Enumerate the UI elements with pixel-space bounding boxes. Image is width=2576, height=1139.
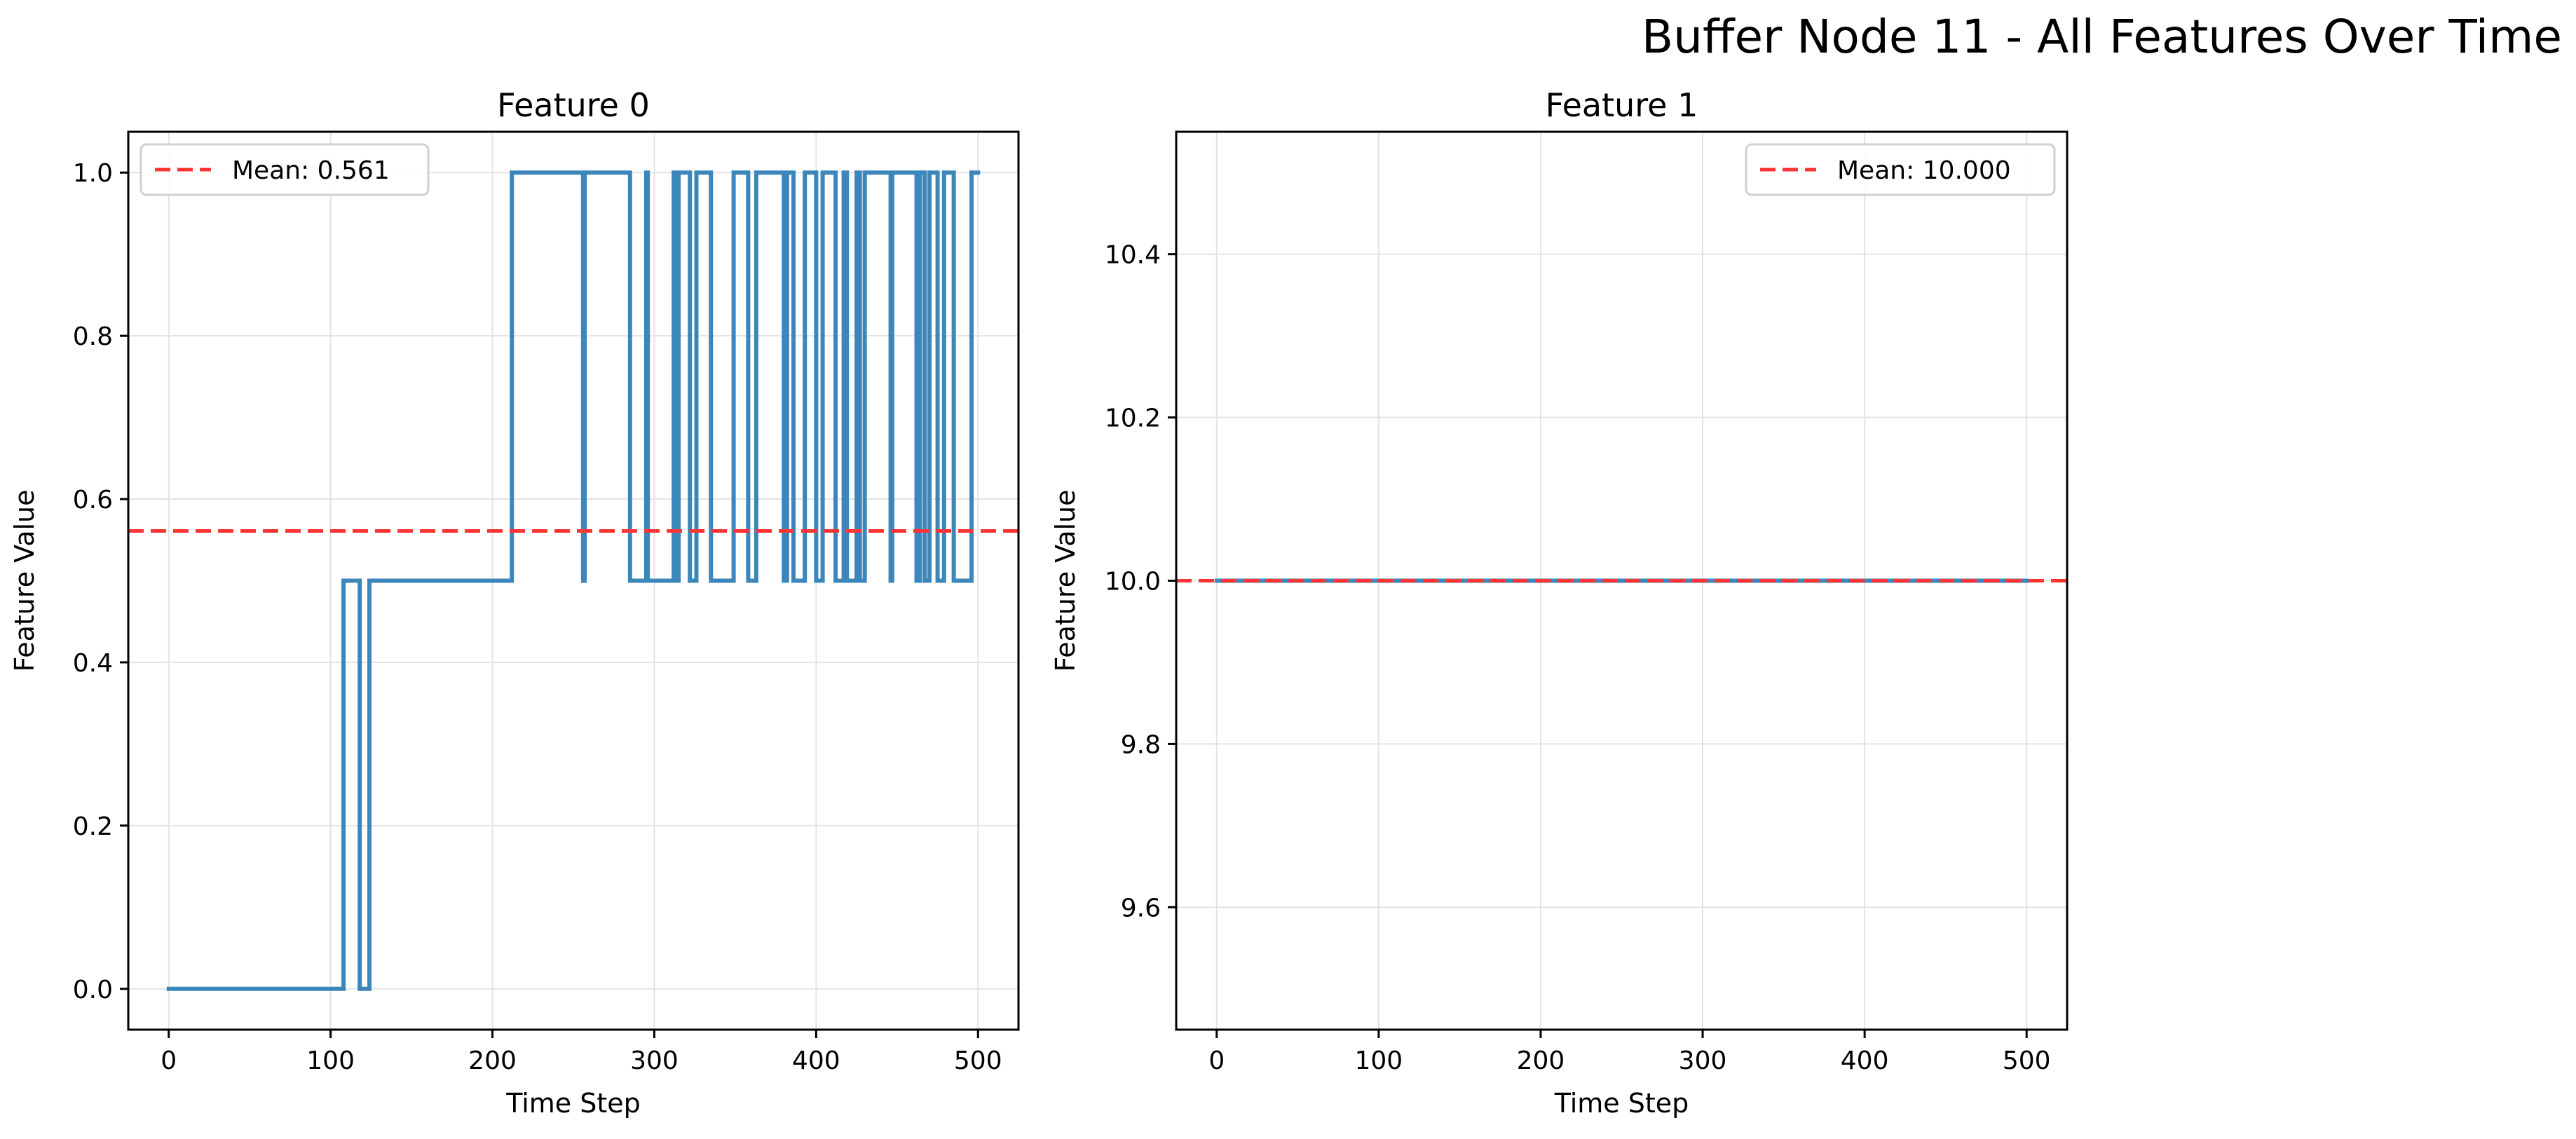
y-axis-label: Feature Value: [9, 489, 40, 671]
x-tick-label: 200: [468, 1046, 517, 1075]
y-axis-label: Feature Value: [1050, 489, 1081, 671]
subplot-title: Feature 1: [1546, 86, 1698, 124]
y-tick-label: 0.6: [73, 486, 113, 514]
y-tick-label: 0.2: [73, 812, 113, 841]
subplot-title: Feature 0: [497, 86, 650, 124]
x-tick-label: 400: [792, 1046, 840, 1075]
subplot-feature-0: 0 100 200 300 400 500 0.0 0.2 0.4 0.6 0.8 1.0 Featur…: [9, 86, 1020, 1119]
x-tick-label: 100: [306, 1046, 355, 1075]
subplot-feature-1: 0 100 200 300 400 500 9.6 9.8 10.0 10.2 10.4 Featur…: [1050, 86, 2069, 1119]
figure-suptitle: Buffer Node 11 - All Features Over Time: [1641, 10, 2562, 64]
y-tick-label: 10.4: [1105, 241, 1161, 270]
y-tick-label: 10.0: [1105, 568, 1161, 596]
legend-box: [139, 143, 430, 196]
y-tick-label: 0.4: [73, 649, 113, 678]
y-tick-label: 10.2: [1105, 404, 1161, 433]
legend: Mean: 10.000: [1745, 143, 2056, 196]
x-tick-label: 0: [1208, 1046, 1225, 1075]
series-line-0: [166, 170, 981, 991]
y-tick-label: 9.8: [1121, 730, 1161, 759]
y-tick-label: 0.0: [73, 976, 113, 1004]
x-axis-label: Time Step: [505, 1088, 641, 1119]
x-axis-label: Time Step: [1554, 1088, 1689, 1119]
x-tick-label: 300: [1679, 1046, 1727, 1075]
axes-frame: [127, 130, 1020, 1031]
y-tick-label: 1.0: [73, 159, 113, 188]
legend-label: Mean: 10.000: [1837, 156, 2011, 185]
x-tick-label: 100: [1355, 1046, 1403, 1075]
y-tick-label: 0.8: [73, 322, 113, 351]
x-tick-label: 500: [2003, 1046, 2051, 1075]
legend-label: Mean: 0.561: [232, 156, 390, 185]
x-tick-label: 500: [954, 1046, 1002, 1075]
legend-box: [1745, 143, 2056, 196]
y-tick-label: 9.6: [1121, 894, 1161, 922]
x-tick-label: 200: [1517, 1046, 1565, 1075]
x-tick-label: 300: [630, 1046, 679, 1075]
x-tick-label: 0: [161, 1046, 177, 1075]
x-tick-label: 400: [1841, 1046, 1889, 1075]
legend: Mean: 0.561: [139, 143, 430, 196]
